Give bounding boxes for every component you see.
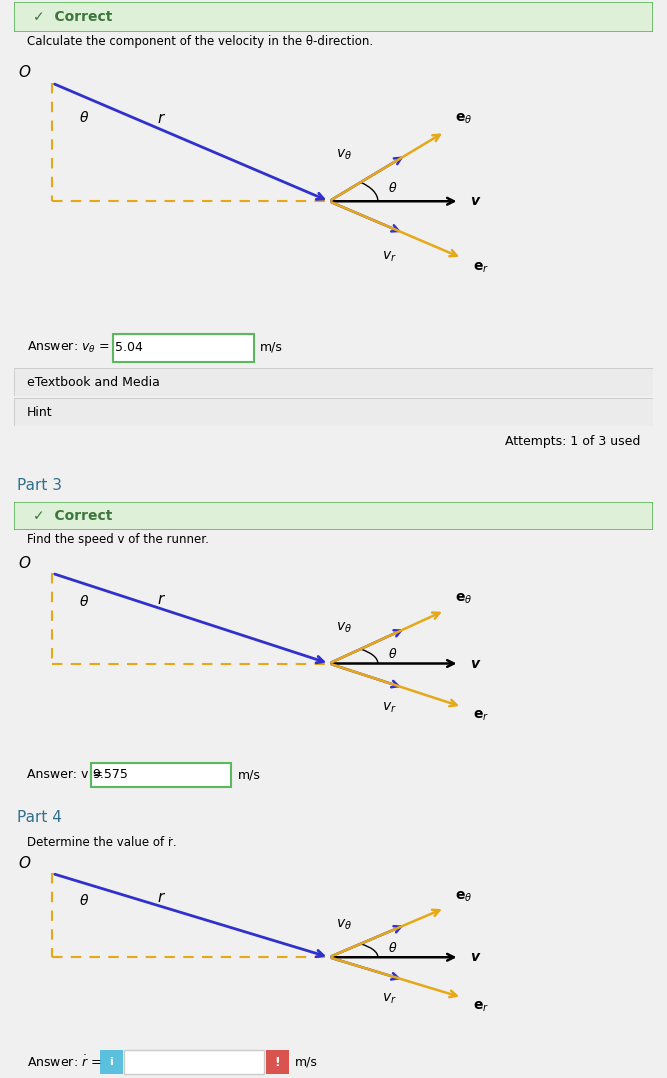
Text: $v_\theta$: $v_\theta$ xyxy=(336,621,352,635)
Text: eTextbook and Media: eTextbook and Media xyxy=(27,375,159,388)
Text: ✓  Correct: ✓ Correct xyxy=(33,10,113,24)
Text: O: O xyxy=(18,556,30,571)
FancyBboxPatch shape xyxy=(14,502,653,530)
Text: O: O xyxy=(18,856,30,871)
FancyBboxPatch shape xyxy=(14,398,653,426)
Text: !: ! xyxy=(275,1055,280,1068)
FancyBboxPatch shape xyxy=(14,368,653,396)
FancyBboxPatch shape xyxy=(100,1050,123,1074)
Text: $\theta$: $\theta$ xyxy=(388,647,398,661)
Text: O: O xyxy=(18,66,30,80)
Text: $\theta$: $\theta$ xyxy=(79,594,89,609)
Text: v: v xyxy=(470,950,480,964)
Text: $v_\theta$: $v_\theta$ xyxy=(336,148,352,162)
Text: r: r xyxy=(158,111,164,126)
Text: $\mathbf{e}_\theta$: $\mathbf{e}_\theta$ xyxy=(456,112,473,126)
Text: 5.04: 5.04 xyxy=(115,341,143,354)
Text: Part 3: Part 3 xyxy=(17,478,61,493)
Text: $\theta$: $\theta$ xyxy=(79,893,89,908)
Text: $\theta$: $\theta$ xyxy=(388,181,398,195)
Text: $v_\theta$: $v_\theta$ xyxy=(336,917,352,931)
Text: Answer: $v_\theta$ =: Answer: $v_\theta$ = xyxy=(27,340,109,355)
Text: $v_r$: $v_r$ xyxy=(382,701,397,715)
Text: i: i xyxy=(109,1058,113,1067)
Text: 9.575: 9.575 xyxy=(93,769,129,782)
Text: $\mathbf{e}_r$: $\mathbf{e}_r$ xyxy=(473,261,489,275)
Text: Determine the value of ṙ.: Determine the value of ṙ. xyxy=(27,835,176,848)
Text: r: r xyxy=(158,889,164,904)
Text: Calculate the component of the velocity in the θ-direction.: Calculate the component of the velocity … xyxy=(27,36,373,49)
Text: $\mathbf{e}_r$: $\mathbf{e}_r$ xyxy=(473,999,489,1013)
Text: Part 4: Part 4 xyxy=(17,811,61,826)
Text: $\mathbf{e}_r$: $\mathbf{e}_r$ xyxy=(473,709,489,723)
Text: $v_r$: $v_r$ xyxy=(382,992,397,1006)
FancyBboxPatch shape xyxy=(113,333,253,361)
Text: Answer: v =: Answer: v = xyxy=(27,769,103,782)
Text: ✓  Correct: ✓ Correct xyxy=(33,509,113,523)
Text: v: v xyxy=(470,194,480,208)
Text: m/s: m/s xyxy=(260,341,283,354)
Text: v: v xyxy=(470,657,480,671)
Text: Attempts: 1 of 3 used: Attempts: 1 of 3 used xyxy=(505,436,640,448)
Text: $\mathbf{e}_\theta$: $\mathbf{e}_\theta$ xyxy=(456,592,473,606)
Text: $\theta$: $\theta$ xyxy=(79,111,89,125)
FancyBboxPatch shape xyxy=(266,1050,289,1074)
Text: Find the speed v of the runner.: Find the speed v of the runner. xyxy=(27,534,209,547)
Text: Hint: Hint xyxy=(27,405,53,418)
Text: $\mathbf{e}_\theta$: $\mathbf{e}_\theta$ xyxy=(456,889,473,904)
FancyBboxPatch shape xyxy=(14,2,653,32)
Text: $\theta$: $\theta$ xyxy=(388,941,398,955)
Text: Answer: $\dot{r}$ =: Answer: $\dot{r}$ = xyxy=(27,1054,101,1069)
Text: m/s: m/s xyxy=(237,769,261,782)
Text: m/s: m/s xyxy=(295,1055,318,1068)
FancyBboxPatch shape xyxy=(124,1050,265,1074)
Text: r: r xyxy=(158,592,164,607)
Text: $v_r$: $v_r$ xyxy=(382,250,397,264)
FancyBboxPatch shape xyxy=(91,763,231,787)
